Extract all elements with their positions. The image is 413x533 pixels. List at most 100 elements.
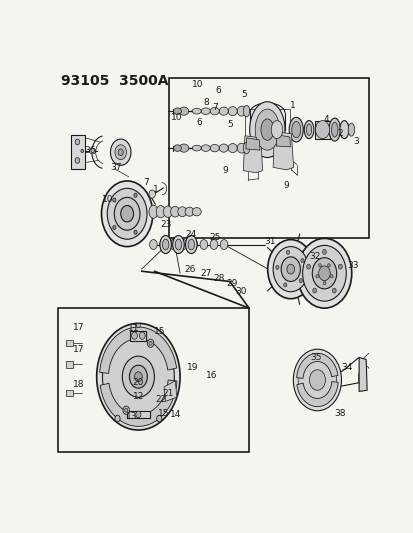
Text: 35: 35 [310,353,321,362]
Polygon shape [243,136,262,173]
Circle shape [297,238,351,308]
Circle shape [122,356,154,397]
Text: 2: 2 [337,129,342,138]
Circle shape [123,406,129,414]
Circle shape [107,188,147,239]
Text: 13: 13 [125,413,137,422]
Text: 28: 28 [212,273,224,282]
Ellipse shape [169,240,177,249]
Text: 3: 3 [353,138,358,147]
Ellipse shape [210,108,219,115]
Text: 30: 30 [235,287,246,296]
Ellipse shape [219,107,228,115]
Text: 18: 18 [72,381,84,390]
Text: 24: 24 [185,230,197,239]
Circle shape [318,264,320,267]
Text: 19: 19 [187,363,198,372]
Text: 33: 33 [346,261,358,270]
Text: 9: 9 [282,181,288,190]
Ellipse shape [149,205,158,219]
Ellipse shape [188,239,194,250]
Ellipse shape [201,108,210,115]
Ellipse shape [159,240,167,249]
Ellipse shape [228,143,237,152]
Circle shape [118,149,123,156]
Circle shape [302,245,345,301]
Text: 23: 23 [159,220,171,229]
Text: 15: 15 [157,409,169,418]
Circle shape [280,257,300,281]
Circle shape [332,288,335,293]
Text: 8: 8 [203,99,209,108]
Ellipse shape [237,143,246,153]
Ellipse shape [185,207,194,216]
Text: 1: 1 [289,101,294,109]
Ellipse shape [175,239,181,250]
Circle shape [286,264,294,274]
Text: 5: 5 [241,90,247,99]
Text: 10: 10 [171,113,182,122]
Ellipse shape [271,120,282,139]
Bar [315,120,329,139]
Circle shape [149,341,152,345]
Circle shape [131,332,137,340]
Circle shape [133,193,137,197]
Ellipse shape [149,240,157,249]
Circle shape [114,197,140,230]
Circle shape [275,265,278,269]
Text: 7: 7 [212,102,218,111]
Ellipse shape [201,145,210,151]
Text: 9: 9 [222,166,227,175]
Ellipse shape [178,207,186,216]
Circle shape [115,145,126,159]
Ellipse shape [219,144,228,152]
Circle shape [323,281,325,285]
Text: 16: 16 [205,370,217,379]
Text: 5: 5 [226,120,232,129]
Ellipse shape [210,144,219,152]
Circle shape [318,266,330,281]
Circle shape [115,415,120,422]
Ellipse shape [192,207,201,216]
Ellipse shape [347,123,354,136]
Circle shape [75,158,79,163]
Polygon shape [100,327,176,373]
Bar [127,411,149,418]
Polygon shape [358,358,366,391]
Bar [66,361,72,368]
Ellipse shape [243,106,249,117]
Ellipse shape [163,206,172,217]
Circle shape [121,206,133,222]
Ellipse shape [328,118,340,141]
Circle shape [139,332,145,340]
Circle shape [133,230,137,235]
Text: 25: 25 [209,233,221,242]
Circle shape [112,198,116,202]
Polygon shape [276,134,290,147]
Text: 20: 20 [132,377,143,386]
Ellipse shape [254,109,279,150]
Circle shape [327,264,330,267]
Circle shape [110,139,131,165]
Circle shape [147,339,153,348]
Circle shape [311,257,336,289]
Ellipse shape [210,240,217,249]
Ellipse shape [173,108,181,115]
Circle shape [315,274,318,278]
Circle shape [283,283,286,287]
Ellipse shape [237,106,246,116]
Ellipse shape [159,236,171,254]
Ellipse shape [199,240,207,249]
Text: 7: 7 [143,179,149,188]
Polygon shape [100,380,177,426]
Circle shape [75,139,79,145]
Circle shape [96,324,180,430]
Ellipse shape [192,108,201,114]
Text: 17: 17 [72,323,84,332]
Ellipse shape [179,107,188,115]
Text: 36: 36 [84,147,96,156]
Polygon shape [245,138,259,150]
Ellipse shape [190,240,197,249]
Circle shape [102,330,174,423]
Ellipse shape [339,120,348,139]
